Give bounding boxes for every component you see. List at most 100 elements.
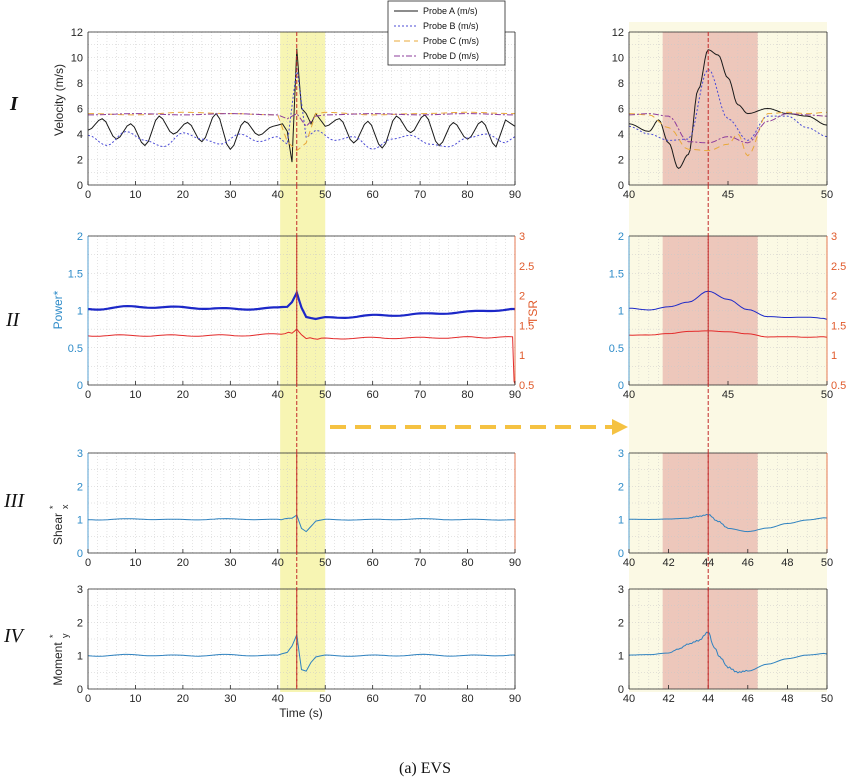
x-tick-label: 40	[623, 389, 635, 401]
x-tick-label: 46	[742, 693, 754, 705]
row-label-I: I	[9, 93, 19, 115]
y-tick-label: 1	[618, 651, 624, 663]
series-moment	[628, 631, 828, 674]
y-tick-label: 0	[618, 180, 624, 192]
y-tick-label: 1	[77, 651, 83, 663]
y-tick-label: 0	[77, 684, 83, 696]
series-probe-a-m-s	[628, 49, 828, 170]
y-tick-label: 2	[77, 155, 83, 167]
y-tick-label: 1.5	[68, 268, 83, 280]
x-tick-label: 46	[742, 557, 754, 569]
series-shear	[87, 514, 515, 533]
series-probe-a-m-s	[87, 48, 516, 163]
row-label-II: II	[5, 309, 21, 331]
y-tick-label: 3	[77, 448, 83, 460]
x-tick-label: 40	[623, 189, 635, 201]
panel-II-main: 0 10 20 30 40 50 60 70 80 90 0 0.5 1 1.5 2 0.5 1 1.5 2 2.5 3	[68, 231, 535, 401]
x-tick-label: 20	[177, 557, 189, 569]
y-tick-label: 1	[77, 306, 83, 318]
x-tick-label: 50	[319, 389, 331, 401]
x-tick-label: 48	[781, 693, 793, 705]
y-tick-label: 2	[77, 481, 83, 493]
series-moment	[87, 632, 515, 672]
y-tick-label: 12	[71, 27, 83, 39]
panel-IV-main: 0 10 20 30 40 50 60 70 80 90 0 1 2 3	[77, 584, 521, 705]
y-tick-label: 2	[618, 617, 624, 629]
y-tick-label: 2	[618, 481, 624, 493]
x-tick-label: 48	[781, 557, 793, 569]
legend-entry: Probe C (m/s)	[423, 36, 479, 46]
y2-tick-label: 2	[519, 291, 525, 303]
y-tick-label: 0	[618, 380, 624, 392]
y-tick-label: 4	[77, 129, 83, 141]
x-tick-label: 30	[224, 389, 236, 401]
series-shear	[629, 513, 828, 533]
ylabel-tsr: TSR	[526, 300, 540, 324]
y-tick-label: 0	[618, 684, 624, 696]
x-tick-label: 50	[821, 189, 833, 201]
y-tick-label: 0	[77, 548, 83, 560]
row-label-IV: IV	[3, 625, 26, 647]
y2-tick-label: 1	[519, 350, 525, 362]
panel-III-main: 0 10 20 30 40 50 60 70 80 90 0 1 2 3	[77, 448, 521, 569]
y-tick-label: 3	[618, 448, 624, 460]
y-tick-label: 6	[618, 104, 624, 116]
x-tick-label: 70	[414, 557, 426, 569]
y2-tick-label: 3	[519, 231, 525, 243]
y2-tick-label: 2.5	[519, 261, 534, 273]
y2-tick-label: 0.5	[831, 380, 846, 392]
y-tick-label: 2	[618, 231, 624, 243]
y2-tick-label: 2	[831, 291, 837, 303]
x-tick-label: 40	[272, 693, 284, 705]
x-tick-label: 42	[662, 693, 674, 705]
series-probe-d-m-s	[88, 112, 515, 128]
x-tick-label: 80	[461, 389, 473, 401]
legend-entry: Probe D (m/s)	[423, 51, 479, 61]
series-probe-c-m-s	[88, 111, 515, 152]
x-tick-label: 40	[272, 389, 284, 401]
x-tick-label: 90	[509, 189, 521, 201]
series-probe-d-m-s	[628, 113, 827, 144]
x-tick-label: 40	[623, 693, 635, 705]
x-tick-label: 0	[85, 557, 91, 569]
y2-tick-label: 3	[831, 231, 837, 243]
x-tick-label: 20	[177, 189, 189, 201]
y-tick-label: 1	[618, 306, 624, 318]
x-tick-label: 90	[509, 693, 521, 705]
y2-tick-label: 1.5	[831, 320, 846, 332]
x-tick-label: 45	[722, 189, 734, 201]
y-tick-label: 0	[618, 548, 624, 560]
x-tick-label: 30	[224, 693, 236, 705]
y-tick-label: 12	[612, 27, 624, 39]
x-tick-label: 50	[319, 189, 331, 201]
series-power	[87, 289, 515, 321]
x-tick-label: 40	[623, 557, 635, 569]
y-tick-label: 3	[77, 584, 83, 596]
y-tick-label: 0.5	[609, 343, 624, 355]
x-tick-label: 90	[509, 389, 521, 401]
x-tick-label: 50	[319, 693, 331, 705]
x-tick-label: 70	[414, 693, 426, 705]
y-tick-label: 2	[77, 231, 83, 243]
y2-tick-label: 1	[831, 350, 837, 362]
ylabel-shear: Shear * x	[48, 504, 70, 545]
ylabel-moment: Moment * y	[48, 633, 70, 686]
legend-entry: Probe B (m/s)	[423, 21, 479, 31]
y2-tick-label: 0.5	[519, 380, 534, 392]
svg-text:y: y	[60, 633, 70, 638]
svg-text:x: x	[60, 504, 70, 509]
svg-text:Shear: Shear	[51, 513, 65, 545]
y-tick-label: 8	[77, 78, 83, 90]
x-tick-label: 20	[177, 389, 189, 401]
x-tick-label: 50	[319, 557, 331, 569]
y2-tick-label: 2.5	[831, 261, 846, 273]
svg-text:*: *	[48, 634, 58, 638]
panel-I-zoom: 40 45 50 0 2 4 6 8 10 12	[612, 27, 833, 201]
panel-II-zoom: 40 45 50 0 0.5 1 1.5 2 0.5 1 1.5 2 2.5 3	[609, 231, 847, 401]
y-tick-label: 0	[77, 180, 83, 192]
x-tick-label: 0	[85, 693, 91, 705]
xlabel-time: Time (s)	[279, 706, 323, 720]
x-tick-label: 44	[702, 693, 714, 705]
x-tick-label: 40	[272, 189, 284, 201]
